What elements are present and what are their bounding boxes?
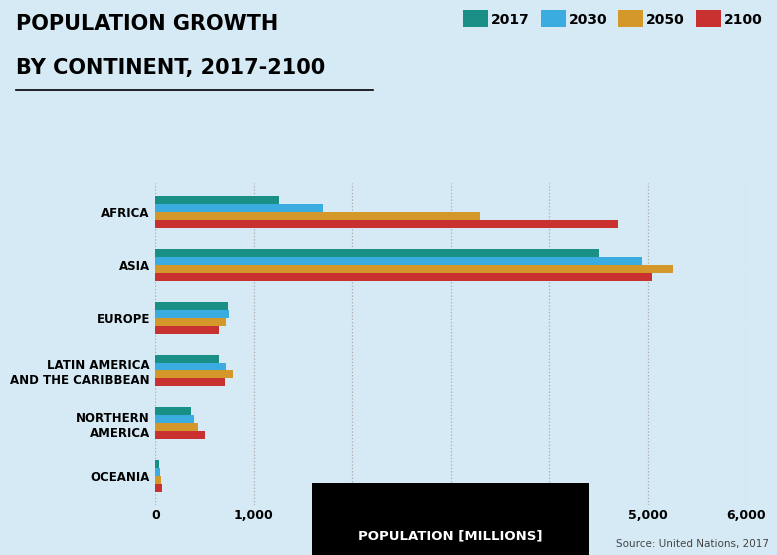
Bar	[155, 257, 643, 265]
Bar	[155, 407, 191, 415]
Bar	[155, 317, 226, 326]
Bar	[155, 423, 198, 431]
Bar	[155, 484, 162, 492]
Bar	[155, 212, 480, 220]
Bar	[155, 196, 279, 204]
Bar	[155, 460, 159, 468]
X-axis label: POPULATION [MILLIONS]: POPULATION [MILLIONS]	[358, 529, 543, 542]
Text: POPULATION GROWTH: POPULATION GROWTH	[16, 14, 278, 34]
Bar	[155, 415, 194, 423]
Bar	[155, 379, 225, 386]
Bar	[155, 468, 160, 476]
Bar	[155, 310, 229, 317]
Bar	[155, 273, 653, 281]
Legend: 2017, 2030, 2050, 2100: 2017, 2030, 2050, 2100	[463, 13, 762, 27]
Bar	[155, 220, 618, 228]
Bar	[155, 431, 204, 439]
Bar	[155, 362, 226, 371]
Bar	[155, 204, 322, 212]
Bar	[155, 476, 161, 484]
Bar	[155, 326, 219, 334]
Bar	[155, 371, 232, 379]
Bar	[155, 355, 219, 362]
Text: BY CONTINENT, 2017-2100: BY CONTINENT, 2017-2100	[16, 58, 325, 78]
Text: Source: United Nations, 2017: Source: United Nations, 2017	[616, 539, 769, 549]
Bar	[155, 249, 599, 257]
Bar	[155, 302, 228, 310]
Bar	[155, 265, 673, 273]
